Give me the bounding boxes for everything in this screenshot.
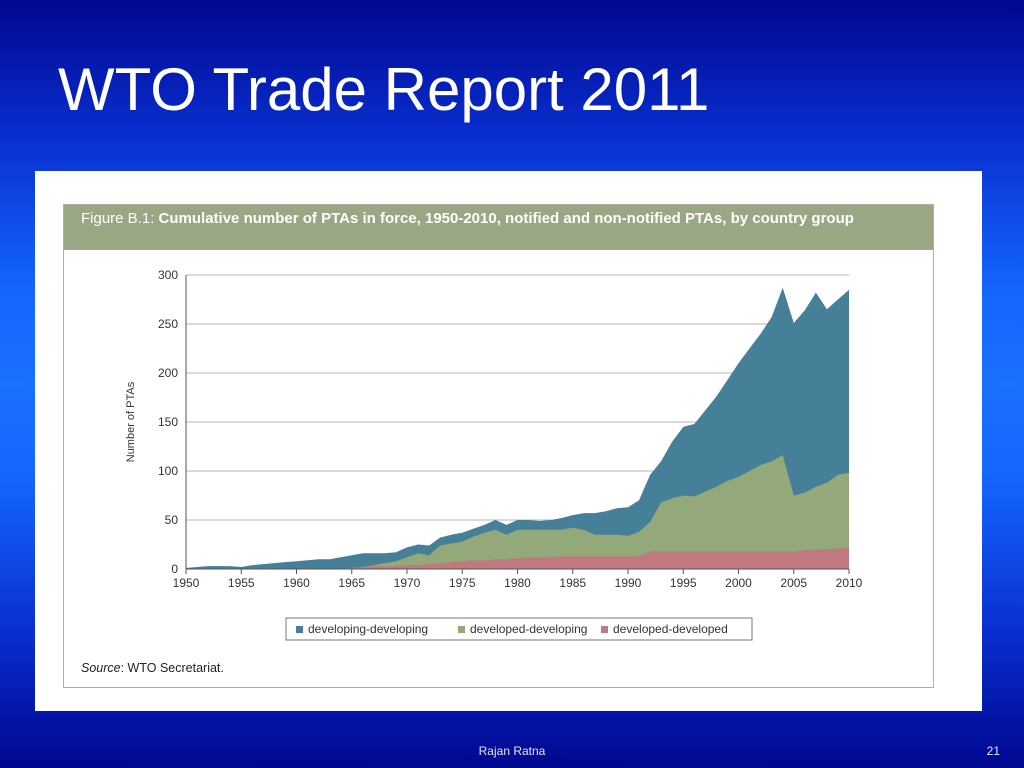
y-axis-label: Number of PTAs [125,381,137,462]
y-tick-label: 100 [158,464,178,478]
slide-title: WTO Trade Report 2011 [58,56,710,123]
x-tick-label: 1970 [394,576,421,590]
source-note: Source: WTO Secretariat. [81,661,224,675]
x-tick-label: 1965 [338,576,365,590]
legend-swatch-developed-developed [601,626,608,633]
x-tick-label: 1985 [559,576,586,590]
x-tick-label: 1980 [504,576,531,590]
figure-header: Figure B.1: Cumulative number of PTAs in… [64,205,933,250]
figure-label: Figure B.1: [81,210,155,227]
x-tick-label: 1955 [228,576,255,590]
y-tick-label: 250 [158,317,178,331]
legend-label-developed-developing: developed-developing [470,622,587,636]
area-series-developed-developing [186,455,849,569]
y-tick-label: 150 [158,415,178,429]
x-tick-label: 2000 [725,576,752,590]
legend-label-developing-developing: developing-developing [308,622,428,636]
x-tick-label: 1960 [283,576,310,590]
figure-box: Figure B.1: Cumulative number of PTAs in… [35,171,982,711]
footer-author: Rajan Ratna [478,744,546,758]
source-value: : WTO Secretariat. [120,661,224,675]
x-tick-label: 1995 [670,576,697,590]
x-tick-label: 1950 [173,576,200,590]
legend-box [285,617,753,641]
legend-label-developed-developed: developed-developed [613,622,728,636]
legend-swatch-developed-developing [458,626,465,633]
footer-page-number: 21 [986,744,1000,758]
pta-area-chart: 0 50 100 150 200 250 300 1950 1955 1960 1965 1970 19… [125,268,863,641]
figure-frame: Figure B.1: Cumulative number of PTAs in… [63,204,934,688]
x-tick-label: 1990 [615,576,642,590]
y-tick-label: 0 [171,562,178,576]
y-tick-label: 300 [158,268,178,282]
area-series-developed-developed [186,547,849,569]
legend-swatch-developing-developing [296,626,303,633]
source-key: Source [81,661,121,675]
y-tick-label: 50 [165,513,179,527]
x-tick-label: 2010 [836,576,863,590]
x-tick-label: 2005 [780,576,807,590]
x-tick-label: 1975 [449,576,476,590]
y-tick-label: 200 [158,366,178,380]
figure-caption: Cumulative number of PTAs in force, 1950… [158,210,854,227]
